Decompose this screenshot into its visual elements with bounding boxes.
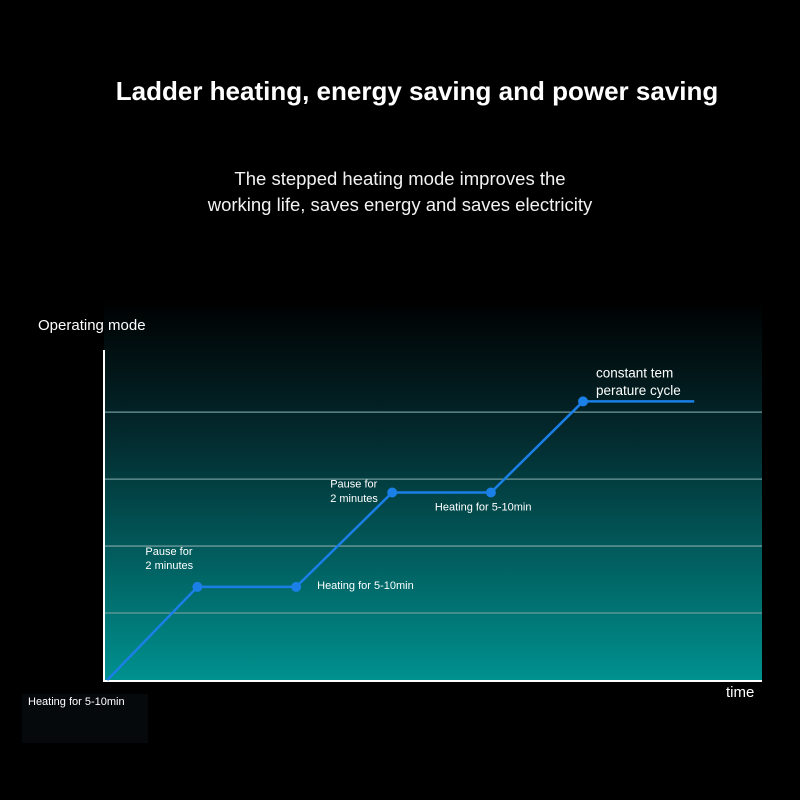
data-point <box>485 487 496 498</box>
y-axis-label: Operating mode <box>38 317 146 334</box>
subtitle-line: The stepped heating mode improves the <box>234 168 566 189</box>
data-point <box>192 581 203 592</box>
data-point <box>387 487 398 498</box>
annotation-label: perature cycle <box>596 383 681 398</box>
annotation-label: 2 minutes <box>330 493 378 505</box>
annotation-label: Pause for <box>145 546 192 558</box>
annotation-start: Heating for 5-10min <box>22 694 148 743</box>
annotation-label: constant tem <box>596 365 673 380</box>
data-point <box>578 396 589 407</box>
subtitle: The stepped heating mode improves the wo… <box>0 166 800 218</box>
data-point <box>291 581 302 592</box>
annotation-label: Heating for 5-10min <box>435 502 532 514</box>
subtitle-line: working life, saves energy and saves ele… <box>207 194 593 215</box>
page-title: Ladder heating, energy saving and power … <box>115 76 719 106</box>
x-axis-label: time <box>726 684 755 701</box>
annotation-label: 2 minutes <box>145 560 193 572</box>
plot-background <box>104 300 762 680</box>
annotation-label: Heating for 5-10min <box>317 580 414 592</box>
annotation-label: Pause for <box>330 479 377 491</box>
